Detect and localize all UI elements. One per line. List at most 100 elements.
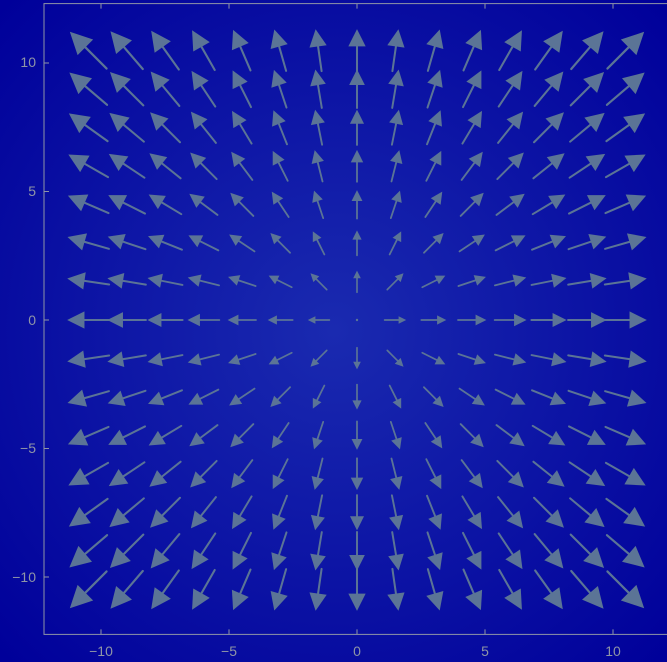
vector-arrow <box>423 233 444 254</box>
vector-arrow <box>349 69 365 110</box>
vector-arrow <box>388 231 402 256</box>
vector-arrow <box>232 531 252 570</box>
y-tick-label: 5 <box>28 183 36 199</box>
vector-arrow <box>530 352 567 367</box>
vector-arrow <box>310 109 325 146</box>
vector-arrow <box>387 29 405 73</box>
vector-arrow <box>497 111 524 144</box>
vector-arrow <box>348 567 366 611</box>
vector-arrow <box>68 461 110 486</box>
vector-arrow <box>355 318 359 322</box>
vector-arrow <box>533 112 564 144</box>
vector-arrow <box>603 311 647 329</box>
vector-arrow <box>494 274 527 287</box>
vector-arrow <box>150 71 181 107</box>
vector-arrow <box>531 234 566 251</box>
vector-arrow <box>423 386 444 407</box>
vector-arrow <box>494 388 526 405</box>
vector-arrow <box>351 420 363 450</box>
vector-arrow <box>189 193 219 216</box>
vector-arrow <box>426 69 443 109</box>
vector-arrow <box>68 113 109 143</box>
vector-arrow <box>272 494 288 530</box>
vector-arrow <box>352 230 362 257</box>
vector-arrow <box>67 233 110 251</box>
vector-arrow <box>604 389 647 407</box>
vector-arrow <box>69 534 109 568</box>
vector-arrow <box>110 569 144 609</box>
vector-arrow <box>569 497 605 528</box>
vector-arrow <box>605 72 645 106</box>
vector-arrow <box>603 272 647 290</box>
vector-arrow <box>567 351 607 367</box>
vector-arrow <box>389 109 404 146</box>
vector-arrow <box>107 312 147 328</box>
vector-arrow <box>310 494 325 531</box>
vector-arrow <box>494 353 527 366</box>
vector-arrow <box>424 422 443 449</box>
vector-arrow <box>420 315 447 325</box>
vector-arrow <box>150 496 181 528</box>
vector-arrow <box>460 151 483 181</box>
vector-arrow <box>108 461 146 487</box>
vector-arrow <box>271 191 290 218</box>
vector-arrow <box>149 153 182 180</box>
vector-arrow <box>604 194 647 215</box>
vector-arrow <box>568 153 606 179</box>
vector-arrow <box>68 497 109 527</box>
vector-arrow <box>192 568 216 610</box>
vector-arrow <box>425 458 442 490</box>
vector-arrow <box>109 112 145 143</box>
x-tick-label: 10 <box>605 643 621 659</box>
vector-arrow <box>312 420 325 450</box>
vector-arrow <box>231 151 254 181</box>
vector-arrow <box>567 234 607 251</box>
vector-arrow <box>459 192 484 217</box>
vector-arrow <box>569 112 605 143</box>
vector-arrow <box>109 72 145 107</box>
vector-arrow <box>69 31 108 70</box>
vector-arrow <box>270 568 288 611</box>
vector-arrow <box>383 316 407 324</box>
vector-arrow <box>532 153 565 180</box>
vector-arrow <box>311 457 324 490</box>
vector-arrow <box>312 384 326 409</box>
y-tick-label: 10 <box>20 54 36 70</box>
vector-arrow <box>495 424 525 447</box>
vector-arrow <box>148 234 183 251</box>
vector-arrow <box>309 29 327 73</box>
vector-arrow <box>570 31 604 71</box>
vector-arrow <box>311 150 324 183</box>
vector-arrow <box>568 425 606 445</box>
vector-arrow <box>109 533 145 568</box>
vector-arrow <box>498 568 522 610</box>
vector-arrow <box>387 567 405 611</box>
vector-arrow <box>603 350 647 368</box>
vector-arrow <box>272 110 288 146</box>
vector-arrow <box>270 386 291 407</box>
vector-arrow <box>310 349 328 367</box>
vector-arrow <box>353 346 361 370</box>
vector-arrow <box>496 459 524 488</box>
vector-arrow <box>530 312 567 328</box>
vector-arrow <box>147 312 184 328</box>
vector-arrow <box>349 109 365 146</box>
vector-arrow <box>151 569 180 610</box>
vector-arrow <box>310 273 328 291</box>
vector-arrow <box>268 351 293 365</box>
y-tick-label: −10 <box>12 569 36 585</box>
vector-arrow <box>426 568 444 611</box>
vector-arrow <box>110 31 144 71</box>
y-tick-label: 0 <box>28 312 36 328</box>
vector-arrow <box>190 496 217 529</box>
vector-arrow <box>567 389 607 406</box>
vector-arrow <box>604 461 646 486</box>
vector-arrow <box>569 72 605 107</box>
vector-arrow <box>147 273 184 288</box>
vector-arrow <box>462 531 482 570</box>
vector-arrow <box>187 274 220 287</box>
vector-arrow <box>568 195 606 215</box>
vector-arrow <box>188 388 220 405</box>
vector-arrow <box>67 350 111 368</box>
